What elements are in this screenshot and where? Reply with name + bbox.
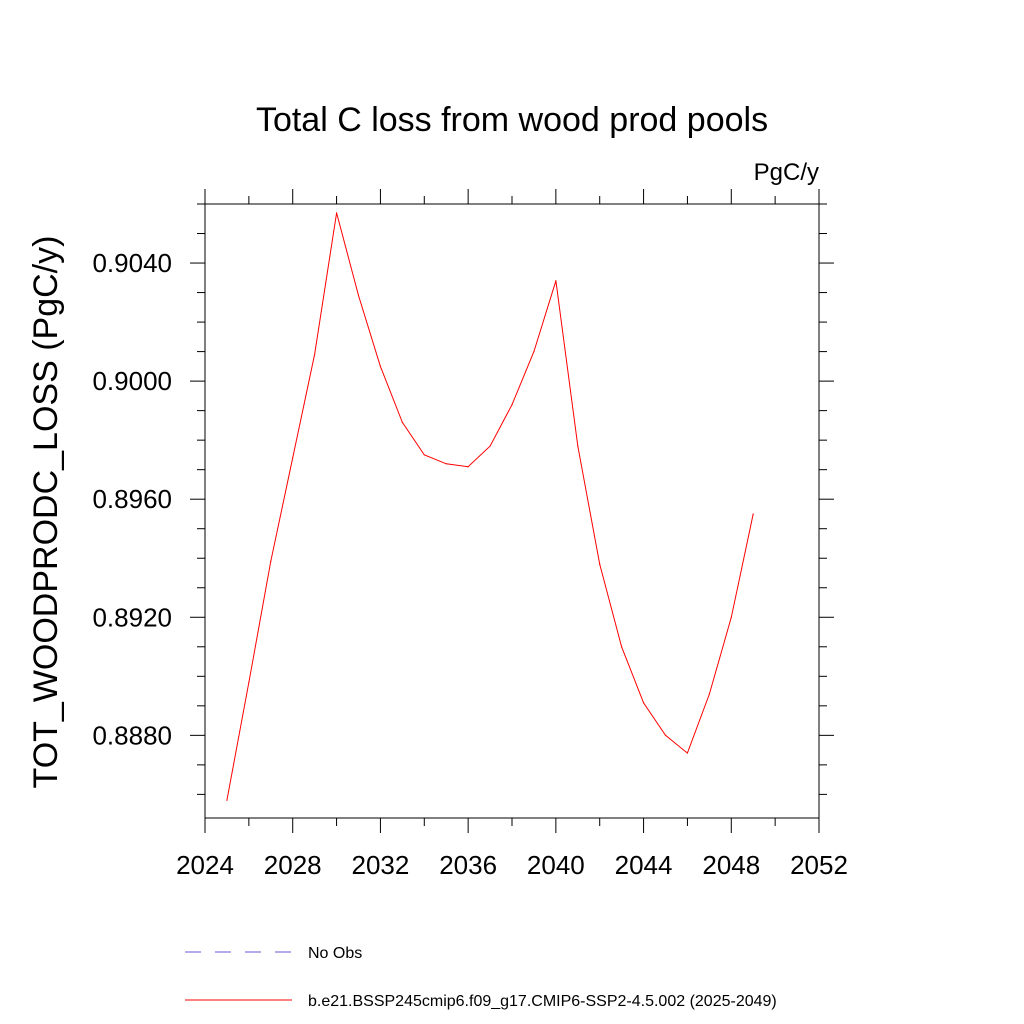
data-point [730, 616, 732, 618]
data-point [642, 702, 645, 704]
y-tick-label: 0.8960 [92, 484, 172, 514]
data-point [555, 280, 557, 282]
data-point [489, 445, 491, 447]
data-point [686, 752, 689, 754]
axis-ticks [190, 189, 834, 833]
data-point [248, 681, 250, 683]
series-layer [226, 212, 754, 801]
legend-label: No Obs [308, 945, 362, 962]
data-point [664, 734, 667, 736]
y-tick-label: 0.9000 [92, 366, 172, 396]
x-tick-label: 2044 [615, 850, 673, 880]
data-point [357, 294, 360, 297]
data-point [752, 513, 754, 515]
data-point [621, 646, 623, 648]
legend-label: b.e21.BSSP245cmip6.f09_g17.CMIP6-SSP2-4.… [308, 993, 777, 1010]
legend: No Obs b.e21.BSSP245cmip6.f09_g17.CMIP6-S… [185, 945, 777, 1010]
x-tick-label: 2048 [702, 850, 760, 880]
data-point [423, 454, 425, 456]
data-point [292, 457, 294, 459]
data-point [467, 466, 469, 468]
tick-labels: 2024 2028 2032 2036 2040 2044 2048 2052 0.8880 0.… [92, 248, 847, 880]
data-point [599, 563, 601, 565]
x-tick-label: 2052 [790, 850, 848, 880]
x-tick-label: 2024 [176, 850, 234, 880]
x-tick-label: 2036 [439, 850, 497, 880]
series-line [226, 212, 754, 801]
data-point [708, 693, 710, 695]
data-point [511, 404, 513, 406]
data-point [335, 212, 338, 214]
plot-frame [204, 203, 820, 819]
chart-title: Total C loss from wood prod pools [256, 101, 768, 139]
data-point [445, 463, 447, 465]
data-point [577, 445, 579, 447]
y-tick-label: 0.8880 [92, 720, 172, 750]
y-axis-label: TOT_WOODPRODC_LOSS (PgC/y) [27, 236, 65, 789]
data-point [379, 365, 382, 367]
y-tick-label: 0.9040 [92, 248, 172, 278]
x-tick-label: 2040 [527, 850, 585, 880]
data-point [533, 350, 535, 353]
data-point [314, 353, 316, 356]
data-point [401, 421, 403, 424]
x-tick-label: 2028 [264, 850, 322, 880]
units-label: PgC/y [754, 159, 819, 186]
x-tick-label: 2032 [352, 850, 410, 880]
y-tick-label: 0.8920 [92, 602, 172, 632]
data-point [270, 560, 272, 562]
data-point [226, 799, 228, 801]
